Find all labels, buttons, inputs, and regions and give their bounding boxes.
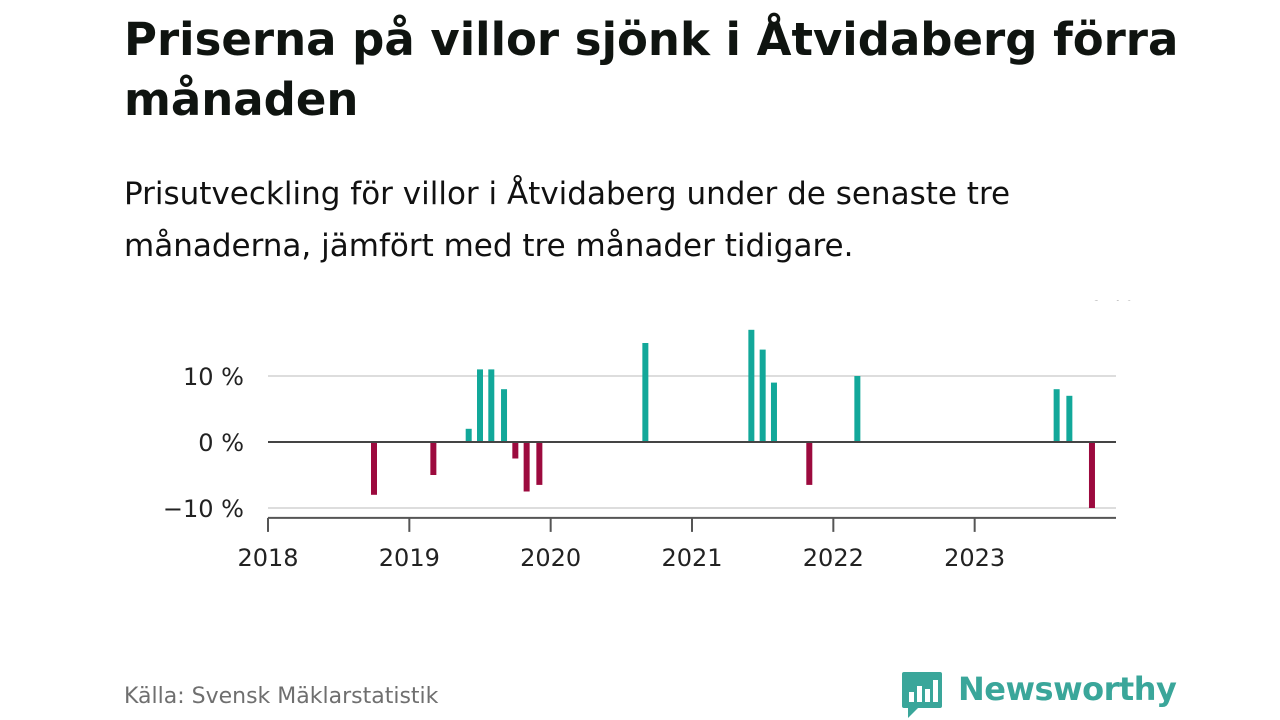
bar bbox=[1066, 395, 1073, 442]
source-note: Källa: Svensk Mäklarstatistik bbox=[124, 684, 439, 709]
annotation-halo: −10 % bbox=[1053, 300, 1134, 306]
bar bbox=[770, 382, 777, 442]
y-tick-label: −10 % bbox=[163, 495, 244, 523]
annotation-label: −10 % bbox=[1053, 300, 1134, 306]
bar bbox=[806, 442, 813, 485]
bar bbox=[1053, 389, 1060, 442]
bar bbox=[523, 442, 530, 492]
bar bbox=[854, 376, 861, 442]
newsworthy-logo-icon bbox=[902, 672, 942, 718]
y-axis: 10 % 0 % −10 % bbox=[163, 363, 244, 523]
y-tick-label: 0 % bbox=[198, 429, 244, 457]
bar-chart: 10 % 0 % −10 % 2018 2019 2020 2021 2022 2023 −1… bbox=[163, 300, 1138, 572]
brand-name: Newsworthy bbox=[958, 670, 1177, 708]
bar bbox=[501, 389, 508, 442]
bar bbox=[759, 349, 766, 442]
bar bbox=[465, 428, 472, 442]
x-tick-label: 2022 bbox=[803, 544, 864, 572]
bar bbox=[371, 442, 377, 495]
bar bbox=[748, 329, 755, 442]
bar bbox=[512, 442, 519, 459]
bar bbox=[488, 369, 495, 442]
x-axis: 2018 2019 2020 2021 2022 2023 bbox=[237, 516, 1116, 572]
x-tick-label: 2018 bbox=[237, 544, 298, 572]
chart-title: Priserna på villor sjönk i Åtvidaberg fö… bbox=[124, 13, 1179, 126]
x-tick-label: 2023 bbox=[944, 544, 1005, 572]
x-tick-label: 2020 bbox=[520, 544, 581, 572]
bar bbox=[536, 442, 543, 485]
x-tick-label: 2019 bbox=[379, 544, 440, 572]
bar bbox=[1088, 442, 1095, 508]
bar bbox=[430, 442, 437, 475]
chart-subtitle: Prisutveckling för villor i Åtvidaberg u… bbox=[124, 176, 1011, 264]
x-tick-label: 2021 bbox=[661, 544, 722, 572]
annotation: −10 %−10 % bbox=[1050, 300, 1137, 309]
y-tick-label: 10 % bbox=[183, 363, 244, 391]
bar bbox=[642, 343, 649, 442]
gridlines bbox=[268, 375, 1116, 509]
bars bbox=[371, 329, 1095, 508]
bar bbox=[477, 369, 483, 442]
